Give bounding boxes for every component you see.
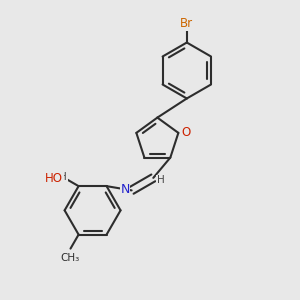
Text: HO: HO [45, 172, 63, 184]
Text: N: N [121, 183, 130, 196]
Text: O: O [54, 171, 63, 184]
Text: H: H [59, 172, 67, 182]
Text: Br: Br [180, 17, 194, 31]
Text: H: H [157, 175, 164, 185]
Text: CH₃: CH₃ [61, 253, 80, 263]
Text: O: O [181, 126, 190, 140]
